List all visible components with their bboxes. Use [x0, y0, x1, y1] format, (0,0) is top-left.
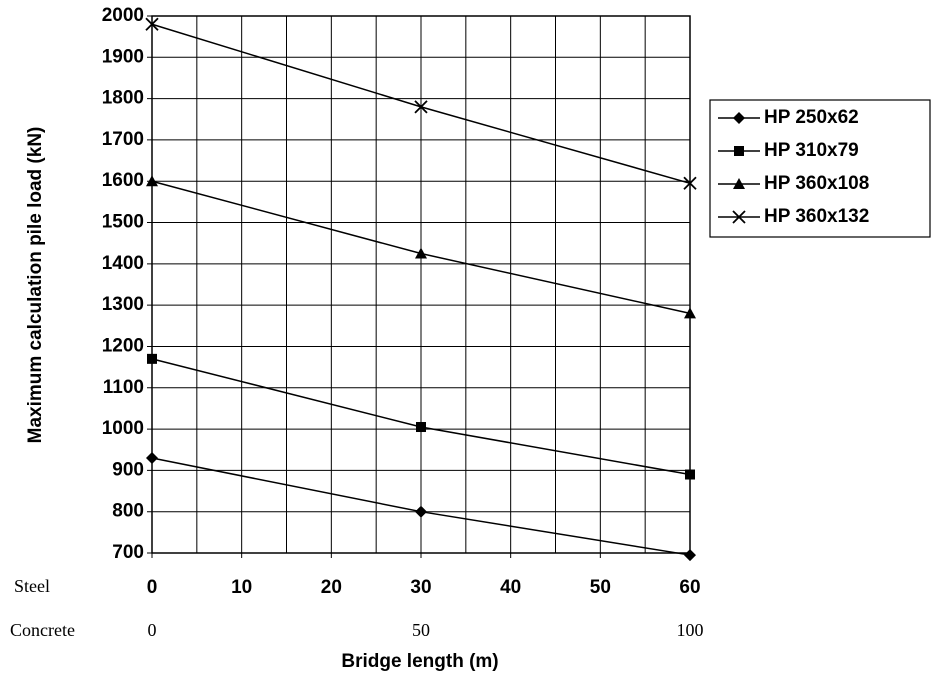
- plot-frame: [151, 15, 691, 554]
- marker: [415, 505, 427, 518]
- legend-label: HP 360x132: [764, 206, 869, 227]
- legend-marker: [733, 178, 745, 189]
- y-tick-label: 1300: [102, 294, 144, 315]
- x2-tick-label: 100: [677, 620, 704, 640]
- y-tick-label: 1100: [103, 377, 144, 398]
- y-tick-label: 2000: [102, 5, 144, 26]
- y-tick-label: 1600: [102, 170, 144, 191]
- y-tick-label: 800: [112, 501, 144, 522]
- marker: [416, 422, 426, 433]
- x-tick-label: 40: [500, 577, 521, 598]
- x-row-label: Steel: [14, 576, 50, 596]
- x2-tick-label: 50: [412, 620, 430, 640]
- x2-row-label: Concrete: [10, 620, 75, 640]
- legend-marker: [733, 112, 745, 124]
- legend-label: HP 250x62: [764, 107, 859, 128]
- y-tick-label: 1000: [102, 418, 144, 439]
- x-tick-label: 30: [410, 577, 431, 598]
- y-axis-title: Maximum calculation pile load (kN): [25, 127, 46, 444]
- legend-marker: [734, 146, 744, 156]
- marker: [414, 100, 428, 114]
- x-tick-label: 60: [679, 577, 700, 598]
- y-tick-label: 1900: [102, 46, 144, 67]
- y-tick-label: 1500: [102, 212, 144, 233]
- marker: [415, 247, 427, 259]
- x2-tick-label: 0: [148, 620, 157, 640]
- y-tick-label: 1700: [102, 129, 144, 150]
- x-axis-title: Bridge length (m): [341, 651, 498, 672]
- y-tick-label: 900: [112, 459, 144, 480]
- marker: [684, 549, 696, 562]
- x-tick-label: 20: [321, 577, 342, 598]
- y-tick-label: 1800: [102, 88, 144, 109]
- x-tick-label: 50: [590, 577, 611, 598]
- legend-label: HP 360x108: [764, 173, 869, 194]
- y-tick-label: 700: [112, 542, 144, 563]
- y-tick-label: 1200: [102, 335, 144, 356]
- legend-marker: [732, 210, 746, 224]
- y-tick-label: 1400: [102, 253, 144, 274]
- legend-box: [709, 99, 931, 238]
- legend-label: HP 310x79: [764, 140, 859, 161]
- x-tick-label: 0: [147, 577, 158, 598]
- x-tick-label: 10: [231, 577, 252, 598]
